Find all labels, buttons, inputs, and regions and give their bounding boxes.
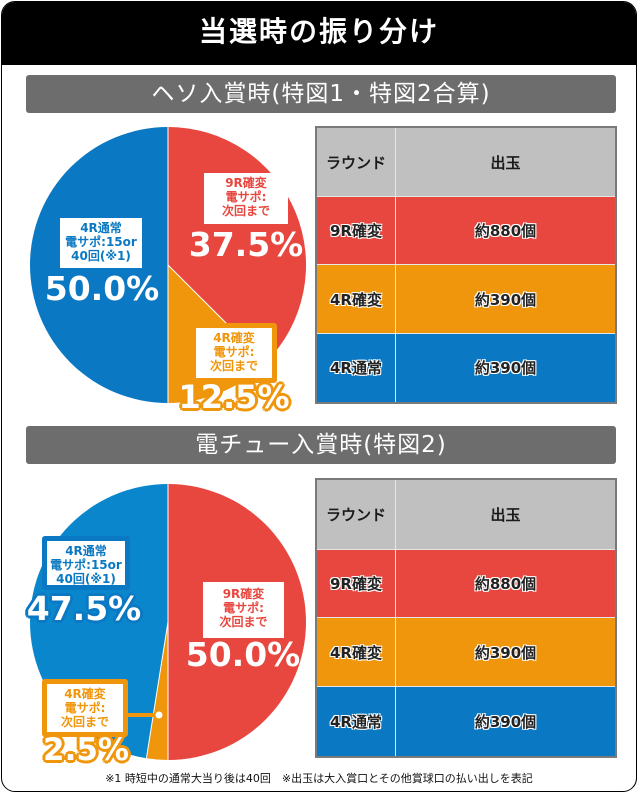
payout-cell: 約390個 — [395, 686, 617, 758]
payout-table-denchu: ラウンド 出玉 9R確変 約880個 4R確変 約390個 4R通常 約390個 — [315, 478, 617, 758]
slice-percent-4r-normal: 50.0% — [44, 269, 160, 308]
payout-cell: 約390個 — [395, 264, 617, 334]
table-row: 4R確変 約390個 — [315, 617, 617, 688]
round-cell: 4R確変 — [315, 264, 396, 334]
label-line: 次回まで — [209, 359, 258, 373]
callout-dot — [153, 709, 165, 721]
label-line: 4R通常 — [65, 544, 107, 558]
slice-percent-9r-kakuhen: 37.5% — [188, 225, 304, 264]
slice-label-9r-kakuhen: 9R確変 電サポ: 次回まで — [204, 173, 288, 224]
label-line: 4R確変 — [213, 331, 255, 345]
round-cell: 4R通常 — [315, 686, 396, 758]
payout-table-heso: ラウンド 出玉 9R確変 約880個 4R確変 約390個 4R通常 約390個 — [315, 126, 617, 404]
label-line: 次回まで — [221, 204, 270, 218]
label-line: 4R確変 — [64, 687, 106, 701]
slice-percent-4r-normal: 47.5% — [26, 589, 142, 628]
column-header-payout: 出玉 — [395, 478, 617, 550]
column-header-payout: 出玉 — [395, 126, 617, 198]
label-line: 9R確変 — [222, 587, 265, 601]
label-line: 電サポ:15or — [65, 235, 137, 249]
table-row: 4R通常 約390個 — [315, 332, 617, 404]
column-header-round: ラウンド — [315, 126, 396, 198]
label-line: 40回(※1) — [71, 249, 131, 263]
payout-cell: 約390個 — [395, 332, 617, 404]
label-line: 電サポ: — [225, 190, 267, 204]
slice-percent-4r-kakuhen: 2.5% — [43, 732, 129, 768]
label-line: 電サポ:15or — [50, 558, 122, 572]
payout-cell: 約880個 — [395, 548, 617, 619]
section-banner-denchu: 電チュー入賞時(特図2) — [26, 426, 616, 464]
round-cell: 9R確変 — [315, 196, 396, 266]
slice-label-4r-kakuhen: 4R確変 電サポ: 次回まで — [42, 679, 128, 737]
label-line: 電サポ: — [64, 701, 106, 715]
table-row: 4R確変 約390個 — [315, 264, 617, 334]
slice-label-4r-kakuhen: 4R確変 電サポ: 次回まで — [191, 323, 277, 383]
table-row: 9R確変 約880個 — [315, 548, 617, 619]
label-line: 次回まで — [60, 715, 109, 729]
label-line: 40回(※1) — [56, 572, 116, 586]
slice-label-9r-kakuhen: 9R確変 電サポ: 次回まで — [203, 582, 284, 638]
section-banner-heso: ヘソ入賞時(特図1・特図2合算) — [26, 75, 616, 113]
slice-percent-9r-kakuhen: 50.0% — [185, 635, 301, 674]
page-title: 当選時の振り分け — [2, 2, 636, 65]
footnote: ※1 時短中の通常大当り後は40回 ※出玉は大入賞口とその他賞球口の払い出しを表… — [105, 772, 533, 785]
label-line: 次回まで — [219, 615, 268, 629]
slice-percent-4r-kakuhen: 12.5% — [178, 378, 290, 416]
label-line: 9R確変 — [225, 176, 267, 190]
payout-cell: 約390個 — [395, 617, 617, 688]
label-line: 電サポ: — [213, 345, 255, 359]
table-row: 9R確変 約880個 — [315, 196, 617, 266]
round-cell: 4R確変 — [315, 617, 396, 688]
slice-label-4r-normal: 4R通常 電サポ:15or 40回(※1) — [60, 218, 142, 268]
round-cell: 4R通常 — [315, 332, 396, 404]
slice-label-4r-normal: 4R通常 電サポ:15or 40回(※1) — [42, 536, 130, 590]
label-line: 4R通常 — [80, 221, 122, 235]
payout-cell: 約880個 — [395, 196, 617, 266]
column-header-round: ラウンド — [315, 478, 396, 550]
round-cell: 9R確変 — [315, 548, 396, 619]
table-row: 4R通常 約390個 — [315, 686, 617, 758]
label-line: 電サポ: — [223, 601, 264, 615]
